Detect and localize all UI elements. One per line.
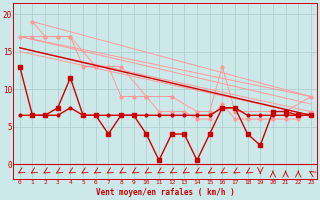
X-axis label: Vent moyen/en rafales ( km/h ): Vent moyen/en rafales ( km/h ) xyxy=(96,188,235,197)
